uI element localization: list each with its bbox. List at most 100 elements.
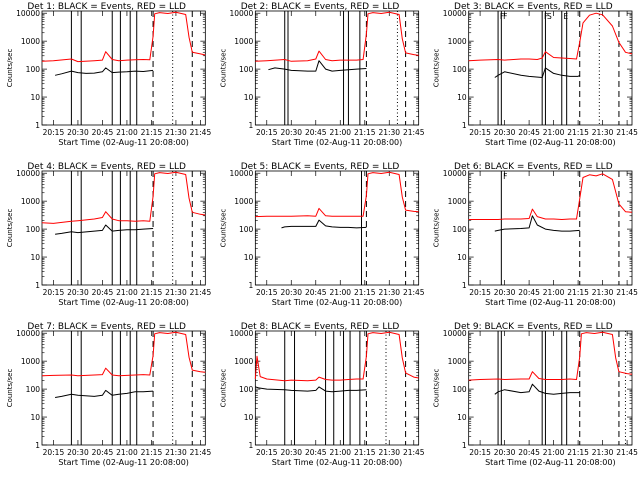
x-tick-label: 20:45 [518, 288, 540, 297]
x-tick-label: 21:00 [543, 128, 565, 137]
x-axis-label: Start Time (02-Aug-11 20:08:00) [58, 298, 189, 307]
y-tick-label: 10000 [16, 9, 40, 18]
y-tick-label: 1000 [234, 37, 253, 46]
y-tick-label: 10000 [443, 329, 467, 338]
x-tick-label: 21:45 [616, 128, 638, 137]
x-tick-label: 21:15 [141, 288, 163, 297]
y-tick-label: 100 [452, 385, 467, 394]
y-tick-label: 1 [249, 441, 254, 450]
y-axis-label: Counts/sec [433, 49, 441, 88]
x-tick-label: 20:30 [494, 288, 516, 297]
x-tick-label: 21:45 [616, 448, 638, 457]
x-tick-label: 20:45 [92, 288, 114, 297]
x-axis-label: Start Time (02-Aug-11 20:08:00) [485, 458, 616, 467]
y-tick-label: 1000 [448, 197, 467, 206]
chart-title: Det 1: BLACK = Events, RED = LLD [27, 2, 186, 12]
lld-series-line [41, 171, 206, 224]
events-series-line [255, 386, 367, 393]
plot-frame [468, 10, 633, 126]
events-series-line [281, 219, 367, 229]
chart-title: Det 6: BLACK = Events, RED = LLD [454, 162, 613, 172]
marker-label: F [544, 12, 548, 21]
y-tick-label: 10 [244, 253, 254, 262]
y-tick-label: 10 [457, 93, 467, 102]
y-tick-label: 10000 [16, 329, 40, 338]
x-axis-label: Start Time (02-Aug-11 20:08:00) [272, 458, 403, 467]
x-tick-label: 21:15 [567, 448, 589, 457]
x-tick-label: 21:15 [141, 448, 163, 457]
x-tick-label: 21:30 [378, 448, 400, 457]
y-tick-label: 1 [462, 121, 467, 130]
x-axis-label: Start Time (02-Aug-11 20:08:00) [485, 138, 616, 147]
x-tick-label: 21:00 [116, 448, 138, 457]
x-axis-label: Start Time (02-Aug-11 20:08:00) [485, 298, 616, 307]
x-tick-label: 20:15 [469, 128, 491, 137]
x-tick-label: 20:30 [67, 288, 89, 297]
x-tick-label: 20:15 [256, 128, 278, 137]
y-tick-label: 10 [244, 93, 254, 102]
x-axis-label: Start Time (02-Aug-11 20:08:00) [272, 298, 403, 307]
x-tick-label: 21:30 [592, 288, 614, 297]
y-tick-label: 10 [244, 413, 254, 422]
plot-frame [41, 330, 206, 446]
y-tick-label: 10000 [16, 169, 40, 178]
y-tick-label: 100 [26, 65, 41, 74]
panel-8: Det 8: BLACK = Events, RED = LLD 1 10 100 10… [219, 322, 424, 467]
panel-1: Det 1: BLACK = Events, RED = LLD 1 10 100 10… [6, 2, 211, 147]
x-tick-label: 20:45 [518, 128, 540, 137]
x-tick-label: 21:15 [567, 288, 589, 297]
x-tick-label: 20:15 [469, 448, 491, 457]
marker-label: F [503, 172, 507, 181]
lld-series-line [468, 173, 633, 220]
y-tick-label: 1000 [448, 37, 467, 46]
plot-frame [468, 170, 633, 286]
x-tick-label: 21:45 [616, 288, 638, 297]
x-tick-label: 21:00 [116, 288, 138, 297]
x-tick-label: 21:15 [354, 128, 376, 137]
y-tick-label: 10 [30, 413, 40, 422]
events-series-line [55, 389, 154, 398]
chart-title: Det 5: BLACK = Events, RED = LLD [241, 162, 400, 172]
y-tick-label: 100 [452, 65, 467, 74]
x-tick-label: 20:45 [305, 288, 327, 297]
x-tick-label: 20:45 [92, 448, 114, 457]
chart-title: Det 3: BLACK = Events, RED = LLD [454, 2, 613, 12]
x-axis-label: Start Time (02-Aug-11 20:08:00) [272, 138, 403, 147]
y-axis-label: Counts/sec [6, 209, 14, 248]
x-tick-label: 20:45 [305, 448, 327, 457]
x-tick-label: 20:30 [494, 128, 516, 137]
lld-series-line [255, 171, 419, 218]
lld-series-line [41, 331, 206, 377]
y-tick-label: 100 [239, 65, 254, 74]
x-tick-label: 20:15 [43, 448, 65, 457]
y-tick-label: 1 [249, 121, 254, 130]
x-tick-label: 20:45 [92, 128, 114, 137]
plot-frame [254, 10, 420, 126]
y-tick-label: 1 [462, 441, 467, 450]
y-axis-label: Counts/sec [219, 369, 227, 408]
y-tick-label: 1000 [21, 197, 40, 206]
events-series-line [494, 215, 580, 232]
y-tick-label: 10 [457, 413, 467, 422]
plot-frame [468, 330, 633, 446]
x-tick-label: 21:45 [403, 128, 425, 137]
x-tick-label: 21:00 [329, 288, 351, 297]
x-tick-label: 21:00 [329, 448, 351, 457]
x-tick-label: 20:15 [256, 448, 278, 457]
y-tick-label: 1 [35, 281, 40, 290]
y-axis-label: Counts/sec [6, 369, 14, 408]
plot-frame [41, 10, 206, 126]
x-tick-label: 21:45 [403, 288, 425, 297]
y-tick-label: 1 [35, 441, 40, 450]
x-tick-label: 20:30 [494, 448, 516, 457]
x-axis-label: Start Time (02-Aug-11 20:08:00) [58, 138, 189, 147]
y-tick-label: 1 [462, 281, 467, 290]
y-tick-label: 100 [239, 225, 254, 234]
panel-5: Det 5: BLACK = Events, RED = LLD 1 10 100 10… [219, 162, 424, 307]
plot-frame [254, 330, 420, 446]
x-tick-label: 20:30 [280, 128, 302, 137]
x-tick-label: 21:00 [329, 128, 351, 137]
x-tick-label: 21:45 [190, 448, 212, 457]
y-tick-label: 10000 [443, 9, 467, 18]
